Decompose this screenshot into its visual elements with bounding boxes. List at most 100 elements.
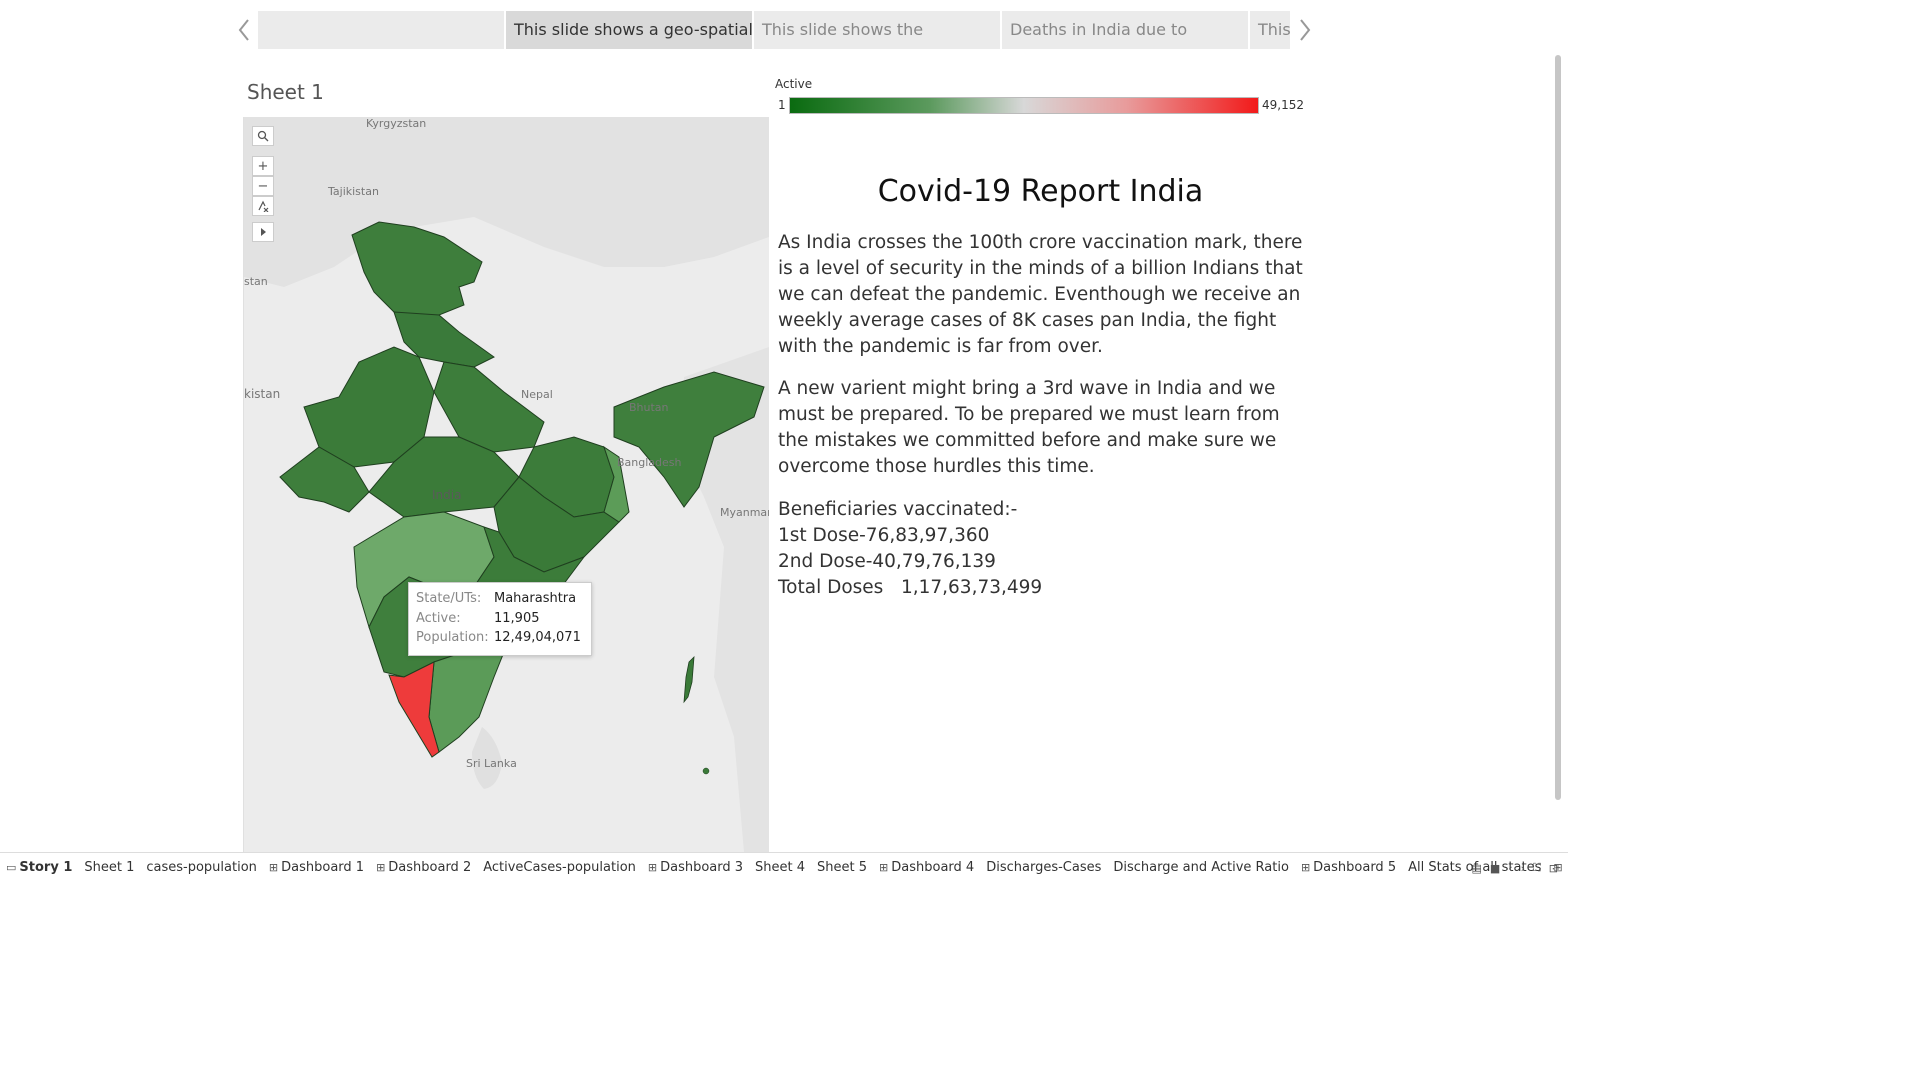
new-dashboard-button[interactable]: ⊞	[1547, 853, 1571, 883]
tab-label: ActiveCases-population	[483, 860, 636, 875]
tab-label: All Stats of all states	[1408, 860, 1542, 875]
tab-story-1[interactable]: ▭ Story 1	[0, 853, 78, 883]
story-point-next-partial[interactable]: This	[1250, 11, 1292, 49]
story-point-geo-spatial[interactable]: This slide shows a geo-spatial	[506, 11, 754, 49]
dashboard-icon: ⊞	[879, 861, 889, 874]
story-points-strip: This slide shows a geo-spatial This slid…	[258, 11, 1292, 49]
tab-label: Discharge and Active Ratio	[1113, 860, 1289, 875]
tooltip-population-value: 12,49,04,071	[494, 630, 581, 645]
report-paragraph-2: A new varient might bring a 3rd wave in …	[778, 378, 1280, 477]
tab-label: Dashboard 3	[660, 860, 744, 875]
report-paragraph-1: As India crosses the 100th crore vaccina…	[778, 232, 1303, 357]
zoom-in-button[interactable]: +	[252, 156, 274, 176]
legend-min: 1	[778, 98, 786, 112]
label-tajikistan: Tajikistan	[328, 185, 379, 198]
tab-dashboard-5[interactable]: ⊞ Dashboard 5	[1295, 853, 1402, 883]
tab-label: Dashboard 1	[281, 860, 365, 875]
map-toolbar: + −	[252, 126, 274, 242]
tooltip-state-key: State/UTs:	[416, 591, 482, 606]
dashboard-icon: ⊞	[647, 861, 658, 874]
plus-icon: +	[257, 158, 269, 174]
add-dashboard-icon: ⊞	[1553, 861, 1563, 874]
tab-cases-population[interactable]: cases-population	[140, 853, 263, 883]
label-india: India	[432, 488, 462, 502]
legend-title: Active	[775, 77, 813, 91]
sheet-tab-bar: ▭ Story 1 Sheet 1 cases-population ⊞ Dashb…	[0, 852, 1568, 883]
andaman-islands	[683, 655, 695, 704]
map-canvas	[244, 117, 769, 852]
tab-label: Sheet 1	[84, 860, 135, 875]
present-icon[interactable]: ⊡	[1548, 861, 1558, 875]
land-east	[684, 347, 769, 852]
story-point-this-slide[interactable]: This slide shows the	[754, 11, 1002, 49]
land-north	[244, 117, 769, 287]
tab-activecases-population[interactable]: ActiveCases-population	[477, 853, 642, 883]
story-point-deaths[interactable]: Deaths in India due to	[1002, 11, 1250, 49]
tab-label: Dashboard 4	[891, 860, 975, 875]
next-story-point-button[interactable]	[1293, 14, 1317, 46]
tab-label: Discharges-Cases	[986, 860, 1102, 875]
play-arrow-icon	[261, 228, 266, 236]
tab-dashboard-2[interactable]: ⊞ Dashboard 2	[370, 853, 477, 883]
minus-icon: −	[257, 178, 269, 194]
single-view-icon[interactable]: ■	[1489, 861, 1501, 875]
vertical-scrollbar[interactable]	[1555, 55, 1561, 800]
tab-discharge-active-ratio[interactable]: Discharge and Active Ratio	[1107, 853, 1295, 883]
state-northeast	[613, 371, 765, 508]
tab-label: Dashboard 5	[1313, 860, 1397, 875]
view-controls: ▤ ■ ‹ › ⛶ ⊡	[1471, 853, 1558, 883]
label-nepal: Nepal	[521, 388, 553, 401]
india-map[interactable]: Kyrgyzstan Tajikistan stan kistan Nepal …	[243, 117, 769, 852]
label-stan: stan	[244, 275, 268, 288]
legend-max: 49,152	[1262, 98, 1304, 112]
story-point-blank[interactable]	[258, 11, 506, 49]
label-bangladesh: Bangladesh	[617, 456, 682, 469]
tab-discharges-cases[interactable]: Discharges-Cases	[980, 853, 1107, 883]
sheet-title: Sheet 1	[247, 80, 324, 104]
zoom-out-button[interactable]: −	[252, 176, 274, 196]
tab-all-stats[interactable]: All Stats of all states	[1402, 853, 1547, 883]
reset-pin-icon	[258, 200, 269, 212]
vaccination-title: Beneficiaries vaccinated:-	[778, 499, 1018, 520]
tab-sheet-4[interactable]: Sheet 4	[749, 853, 811, 883]
nicobar-islands	[702, 767, 710, 775]
tab-dashboard-1[interactable]: ⊞ Dashboard 1	[263, 853, 370, 883]
report-title: Covid-19 Report India	[877, 174, 1204, 209]
second-dose-count: 2nd Dose-40,79,76,139	[778, 551, 996, 572]
tooltip-active-key: Active:	[416, 610, 461, 626]
dashboard-icon: ⊞	[376, 861, 386, 874]
fullscreen-icon[interactable]: ⛶	[1533, 861, 1541, 874]
tab-label: Dashboard 2	[388, 860, 472, 875]
first-dose-count: 1st Dose-76,83,97,360	[778, 525, 990, 546]
story-icon: ▭	[6, 861, 17, 874]
reset-map-button[interactable]	[252, 196, 274, 216]
tab-sheet-1[interactable]: Sheet 1	[78, 853, 140, 883]
scroll-left-icon[interactable]: ‹	[1508, 861, 1513, 875]
label-kyrgyzstan: Kyrgyzstan	[366, 117, 427, 130]
label-myanmar: Myanmar	[720, 506, 769, 519]
scroll-right-icon[interactable]: ›	[1520, 861, 1526, 875]
label-pakistan: kistan	[244, 387, 281, 401]
tab-label: Story 1	[19, 860, 73, 875]
previous-story-point-button[interactable]	[232, 14, 256, 46]
dashboard-icon: ⊞	[268, 861, 279, 874]
map-tooltip: State/UTs: Maharashtra Active: 11,905 Popu…	[408, 582, 592, 656]
tooltip-population-key: Population:	[416, 630, 489, 645]
tab-dashboard-3[interactable]: ⊞ Dashboard 3	[642, 853, 749, 883]
chevron-right-icon	[1300, 19, 1311, 41]
filmstrip-icon[interactable]: ▤	[1471, 861, 1482, 875]
search-icon	[257, 130, 269, 142]
state-wb-coastal	[603, 445, 630, 523]
color-legend-bar[interactable]	[789, 97, 1259, 114]
tab-sheet-5[interactable]: Sheet 5	[811, 853, 873, 883]
dashboard-icon: ⊞	[1300, 861, 1311, 874]
chevron-left-icon	[238, 19, 249, 41]
tooltip-active-value: 11,905	[494, 610, 540, 626]
tooltip-state-value: Maharashtra	[494, 591, 577, 606]
state-jammu-kashmir	[351, 221, 483, 318]
tab-dashboard-4[interactable]: ⊞ Dashboard 4	[873, 853, 980, 883]
label-bhutan: Bhutan	[629, 401, 669, 414]
map-tools-expand-button[interactable]	[252, 222, 274, 242]
map-search-button[interactable]	[252, 126, 274, 146]
label-sri-lanka: Sri Lanka	[466, 757, 517, 770]
